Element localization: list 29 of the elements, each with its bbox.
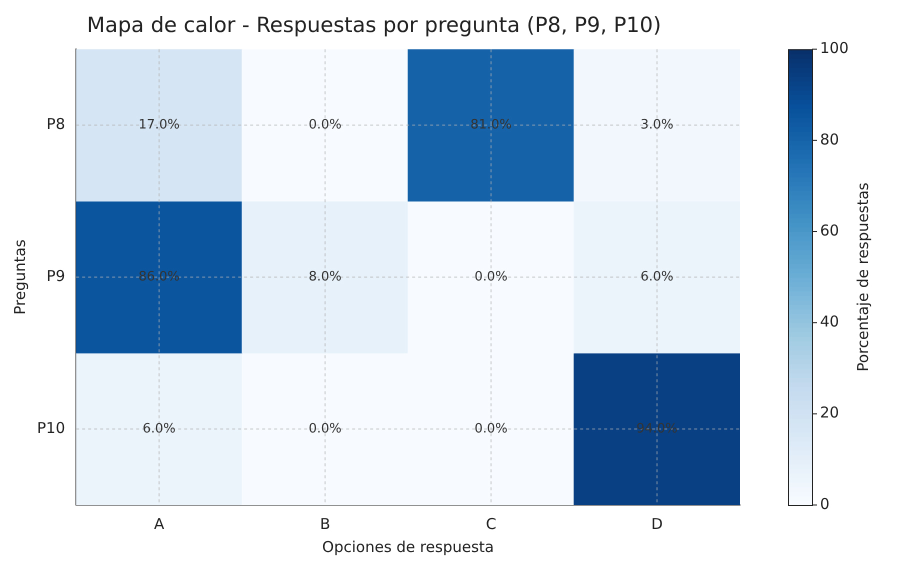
color-bar-label: 80	[820, 130, 840, 148]
x-axis-title: Opciones de respuesta	[322, 538, 494, 556]
x-tick-label: D	[651, 514, 663, 533]
data-label: 6.0%	[640, 269, 674, 284]
color-bar-label: 0	[820, 494, 830, 513]
data-label: 86.0%	[138, 269, 180, 284]
data-label: 0.0%	[308, 118, 342, 133]
chart-title: Mapa de calor - Respuestas por pregunta (P8, P9, P10)	[86, 13, 662, 38]
color-bar-label: 40	[820, 312, 840, 331]
y-axis-title: Preguntas	[10, 239, 29, 315]
data-label: 6.0%	[142, 421, 176, 436]
data-label: 81.0%	[470, 118, 512, 133]
y-tick-label: P8	[46, 115, 66, 134]
y-tick-label: P9	[46, 266, 66, 285]
x-tick-label: B	[320, 514, 330, 533]
data-label: 94.0%	[636, 421, 678, 436]
data-label: 17.0%	[138, 118, 180, 133]
data-label: 0.0%	[308, 421, 342, 436]
color-bar-label: 60	[820, 221, 840, 240]
color-bar-title: Porcentaje de respuestas	[854, 182, 872, 372]
color-bar-label: 100	[820, 39, 849, 58]
data-label: 8.0%	[308, 269, 342, 284]
data-label: 0.0%	[474, 269, 508, 284]
data-label: 0.0%	[474, 421, 508, 436]
color-bar-label: 20	[820, 404, 840, 422]
y-tick-label: P10	[36, 418, 66, 437]
x-tick-label: C	[486, 514, 496, 533]
x-tick-label: A	[154, 514, 165, 533]
data-label: 3.0%	[640, 118, 674, 133]
